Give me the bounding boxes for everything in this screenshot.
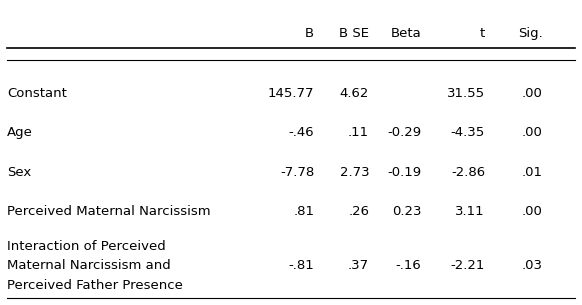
Text: .26: .26 xyxy=(348,205,369,218)
Text: -7.78: -7.78 xyxy=(280,166,314,179)
Text: .00: .00 xyxy=(522,126,543,139)
Text: Perceived Maternal Narcissism: Perceived Maternal Narcissism xyxy=(7,205,211,218)
Text: B SE: B SE xyxy=(339,27,369,40)
Text: B: B xyxy=(305,27,314,40)
Text: t: t xyxy=(480,27,485,40)
Text: Maternal Narcissism and: Maternal Narcissism and xyxy=(7,259,171,272)
Text: .01: .01 xyxy=(522,166,543,179)
Text: Sig.: Sig. xyxy=(518,27,543,40)
Text: 31.55: 31.55 xyxy=(447,87,485,100)
Text: 145.77: 145.77 xyxy=(268,87,314,100)
Text: .81: .81 xyxy=(293,205,314,218)
Text: Interaction of Perceived: Interaction of Perceived xyxy=(7,240,166,253)
Text: Constant: Constant xyxy=(7,87,67,100)
Text: -4.35: -4.35 xyxy=(451,126,485,139)
Text: 4.62: 4.62 xyxy=(340,87,369,100)
Text: -0.29: -0.29 xyxy=(387,126,421,139)
Text: Sex: Sex xyxy=(7,166,31,179)
Text: -2.21: -2.21 xyxy=(450,259,485,272)
Text: .00: .00 xyxy=(522,205,543,218)
Text: -.81: -.81 xyxy=(289,259,314,272)
Text: -2.86: -2.86 xyxy=(451,166,485,179)
Text: 0.23: 0.23 xyxy=(392,205,421,218)
Text: .11: .11 xyxy=(348,126,369,139)
Text: Beta: Beta xyxy=(391,27,421,40)
Text: Perceived Father Presence: Perceived Father Presence xyxy=(7,279,183,292)
Text: -.46: -.46 xyxy=(289,126,314,139)
Text: Age: Age xyxy=(7,126,33,139)
Text: .37: .37 xyxy=(348,259,369,272)
Text: .00: .00 xyxy=(522,87,543,100)
Text: .03: .03 xyxy=(522,259,543,272)
Text: 2.73: 2.73 xyxy=(339,166,369,179)
Text: -.16: -.16 xyxy=(396,259,421,272)
Text: -0.19: -0.19 xyxy=(387,166,421,179)
Text: 3.11: 3.11 xyxy=(455,205,485,218)
